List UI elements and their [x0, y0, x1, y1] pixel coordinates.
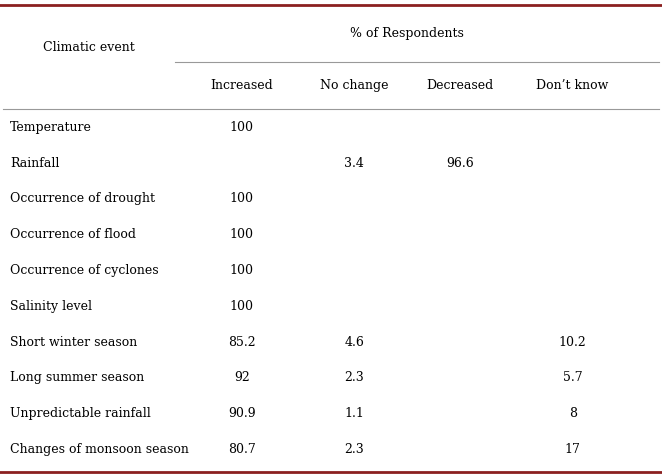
- Text: 5.7: 5.7: [563, 371, 583, 385]
- Text: Long summer season: Long summer season: [10, 371, 144, 385]
- Text: Short winter season: Short winter season: [10, 336, 137, 348]
- Text: 3.4: 3.4: [344, 157, 364, 169]
- Text: % of Respondents: % of Respondents: [350, 27, 464, 40]
- Text: Changes of monsoon season: Changes of monsoon season: [10, 443, 189, 456]
- Text: 96.6: 96.6: [446, 157, 474, 169]
- Text: 80.7: 80.7: [228, 443, 256, 456]
- Text: 100: 100: [230, 264, 254, 277]
- Text: 85.2: 85.2: [228, 336, 256, 348]
- Text: No change: No change: [320, 79, 389, 92]
- Text: 90.9: 90.9: [228, 407, 256, 420]
- Text: 17: 17: [565, 443, 581, 456]
- Text: 2.3: 2.3: [344, 443, 364, 456]
- Text: 4.6: 4.6: [344, 336, 364, 348]
- Text: 2.3: 2.3: [344, 371, 364, 385]
- Text: Decreased: Decreased: [426, 79, 494, 92]
- Text: 1.1: 1.1: [344, 407, 364, 420]
- Text: Don’t know: Don’t know: [536, 79, 609, 92]
- Text: 100: 100: [230, 228, 254, 241]
- Text: 10.2: 10.2: [559, 336, 587, 348]
- Text: Occurrence of drought: Occurrence of drought: [10, 192, 155, 206]
- Text: Climatic event: Climatic event: [44, 41, 135, 54]
- Text: 100: 100: [230, 121, 254, 134]
- Text: Rainfall: Rainfall: [10, 157, 60, 169]
- Text: 100: 100: [230, 192, 254, 206]
- Text: 8: 8: [569, 407, 577, 420]
- Text: 100: 100: [230, 300, 254, 313]
- Text: 92: 92: [234, 371, 250, 385]
- Text: Salinity level: Salinity level: [10, 300, 92, 313]
- Text: Occurrence of cyclones: Occurrence of cyclones: [10, 264, 159, 277]
- Text: Occurrence of flood: Occurrence of flood: [10, 228, 136, 241]
- Text: Increased: Increased: [211, 79, 273, 92]
- Text: Unpredictable rainfall: Unpredictable rainfall: [10, 407, 151, 420]
- Text: Temperature: Temperature: [10, 121, 92, 134]
